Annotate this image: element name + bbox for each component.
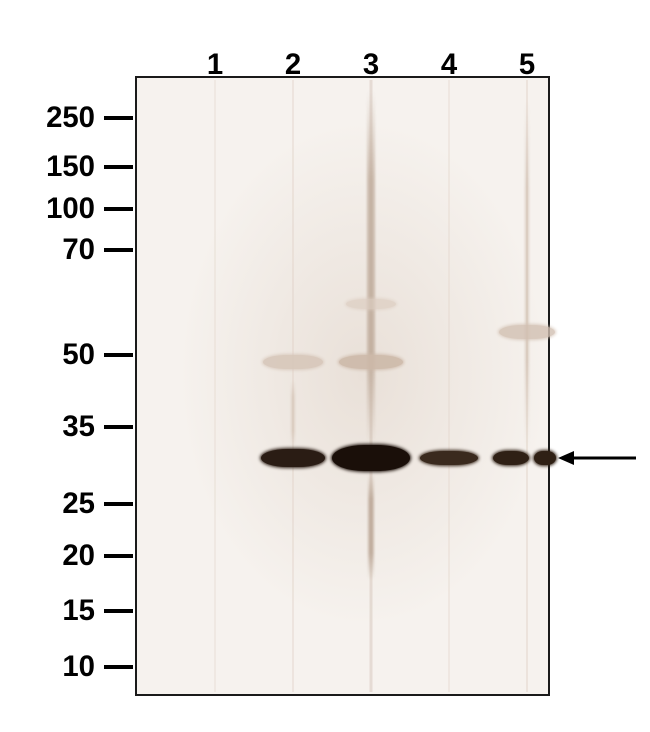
lane-faint-line — [448, 80, 450, 692]
mw-label: 25 — [62, 487, 95, 521]
lane-label: 5 — [519, 48, 535, 82]
lane-label: 2 — [285, 48, 301, 82]
band — [332, 445, 410, 471]
mw-label: 10 — [62, 650, 95, 684]
band — [493, 451, 529, 465]
lane-label: 3 — [363, 48, 379, 82]
mw-tick — [104, 502, 133, 506]
smear — [525, 100, 529, 448]
band — [534, 451, 556, 465]
smear — [367, 90, 375, 446]
mw-tick — [104, 165, 133, 169]
mw-tick — [104, 425, 133, 429]
band — [346, 299, 396, 309]
mw-label: 100 — [46, 192, 95, 226]
mw-label: 50 — [62, 338, 95, 372]
mw-label: 20 — [62, 539, 95, 573]
blot-background — [137, 78, 548, 694]
smear — [368, 472, 374, 580]
band — [339, 355, 403, 369]
smear — [291, 380, 295, 448]
mw-tick — [104, 665, 133, 669]
arrow-line — [574, 457, 636, 460]
mw-tick — [104, 609, 133, 613]
western-blot-figure: 1 2 3 4 5 250 150 100 70 50 35 25 20 15 10 — [0, 0, 650, 732]
mw-label: 150 — [46, 150, 95, 184]
lane-label: 1 — [207, 48, 223, 82]
lane-label: 4 — [441, 48, 457, 82]
lane-faint-line — [214, 80, 216, 692]
mw-label: 250 — [46, 101, 95, 135]
mw-tick — [104, 353, 133, 357]
mw-label: 35 — [62, 410, 95, 444]
mw-tick — [104, 554, 133, 558]
mw-tick — [104, 207, 133, 211]
arrow-head — [558, 451, 574, 465]
band — [420, 451, 478, 465]
mw-label: 15 — [62, 594, 95, 628]
mw-tick — [104, 248, 133, 252]
mw-label: 70 — [62, 233, 95, 267]
blot-frame — [135, 76, 550, 696]
band — [499, 325, 555, 339]
mw-tick — [104, 116, 133, 120]
band — [263, 355, 323, 369]
band — [261, 449, 325, 467]
